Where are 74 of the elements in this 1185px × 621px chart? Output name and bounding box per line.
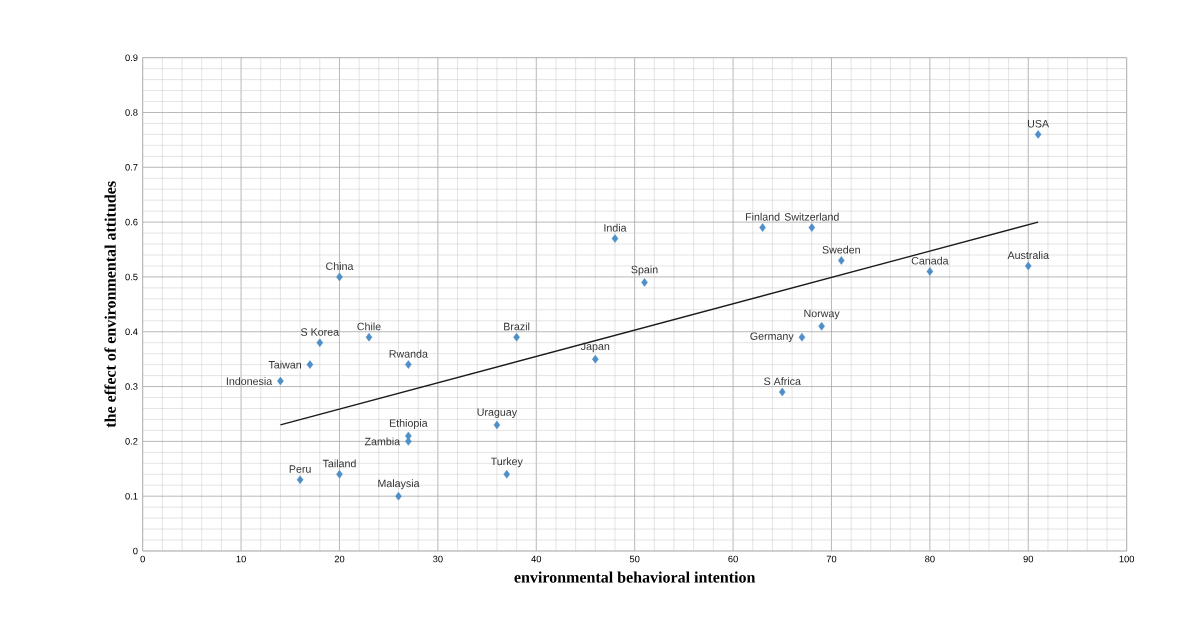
point <box>611 234 619 243</box>
y-tick-label: 0.8 <box>125 109 138 116</box>
y-tick-label: 0.7 <box>125 164 138 171</box>
x-tick-label: 80 <box>925 555 935 563</box>
point <box>405 360 412 369</box>
x-axis-title: environmental behavioral intention <box>514 571 756 583</box>
annotation: S Africa <box>764 377 801 386</box>
y-tick-label: 0.1 <box>125 492 138 500</box>
point <box>808 223 816 232</box>
annotation: Brazil <box>504 322 530 331</box>
annotation: India <box>604 223 627 232</box>
y-tick-label: 0.3 <box>125 383 138 390</box>
point <box>316 338 324 347</box>
x-tick-label: 20 <box>334 555 345 563</box>
x-tick-label: 30 <box>433 555 443 563</box>
annotation: S Korea <box>301 328 340 336</box>
annotation: Turkey <box>490 457 523 468</box>
annotation: Zambia <box>364 437 401 446</box>
y-tick-label: 0.6 <box>125 218 138 226</box>
annotation: Germany <box>750 332 794 343</box>
point <box>1034 130 1042 139</box>
annotation: Sweden <box>822 245 860 254</box>
x-tick-label: 40 <box>531 555 542 563</box>
point <box>395 491 402 501</box>
point <box>779 387 786 397</box>
point <box>838 256 845 265</box>
annotation: Taiwan <box>268 360 302 369</box>
point <box>798 332 806 342</box>
point <box>592 354 599 364</box>
x-tick-label: 50 <box>629 555 640 563</box>
point <box>365 332 373 342</box>
y-tick-label: 0.5 <box>125 273 138 281</box>
annotation: Japan <box>580 342 610 353</box>
annotation: Rwanda <box>389 349 428 358</box>
x-tick-label: 10 <box>236 555 246 563</box>
y-tick-label: 0.9 <box>125 54 138 61</box>
annotation: Indonesia <box>226 377 273 385</box>
annotation: Peru <box>289 465 311 473</box>
point <box>503 469 511 479</box>
point <box>493 420 501 430</box>
x-tick-label: 70 <box>826 555 837 563</box>
annotation: Spain <box>631 265 658 276</box>
annotation: Switzerland <box>784 212 839 221</box>
annotation: Finland <box>745 212 780 221</box>
point <box>277 376 284 386</box>
annotation: Tailand <box>322 459 356 468</box>
annotation: Canada <box>911 256 949 265</box>
y-tick-label: 0 <box>133 547 138 555</box>
y-axis-title: the effect of environmental attitudes <box>104 181 116 428</box>
annotation: USA <box>1027 119 1050 128</box>
annotation: Malaysia <box>378 479 420 490</box>
point <box>306 360 314 369</box>
y-tick-label: 0.2 <box>125 438 138 445</box>
y-tick-label: 0.4 <box>125 328 138 336</box>
x-tick-label: 100 <box>1119 555 1135 563</box>
point <box>405 437 412 446</box>
annotation: Chile <box>357 322 381 331</box>
point <box>336 469 343 479</box>
annotation: China <box>326 262 354 270</box>
point <box>513 332 520 342</box>
x-tick-label: 0 <box>140 555 145 563</box>
point <box>641 278 648 287</box>
point <box>336 272 343 282</box>
annotation: Uraguay <box>477 408 518 418</box>
x-tick-label: 90 <box>1023 555 1034 563</box>
x-tick-label: 60 <box>728 555 738 563</box>
point <box>759 223 766 232</box>
point <box>1025 261 1032 271</box>
annotation: Ethiopia <box>389 418 428 429</box>
point <box>926 267 934 276</box>
annotation: Norway <box>804 309 840 320</box>
annotation: Australia <box>1007 251 1050 260</box>
point <box>296 475 304 484</box>
point <box>818 321 825 331</box>
